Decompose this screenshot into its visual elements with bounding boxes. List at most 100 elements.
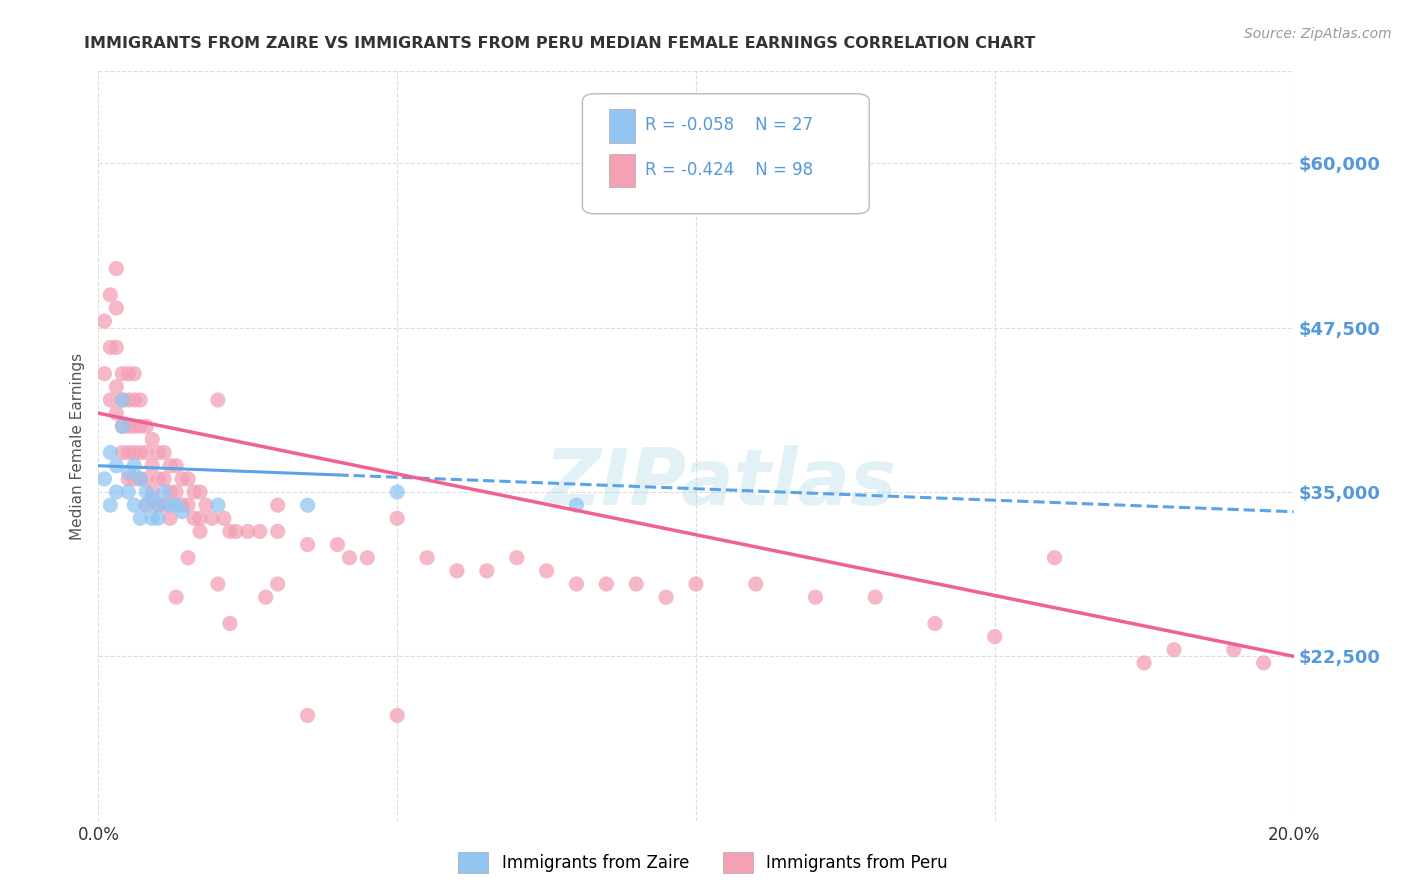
Point [212,511,235,525]
Point [153,445,176,459]
Point [135,485,157,500]
Point [188,524,211,539]
Point [117,419,139,434]
Point [865,590,887,604]
Point [141,485,163,500]
Point [595,577,617,591]
Point [129,472,152,486]
FancyBboxPatch shape [609,109,636,143]
Point [297,498,319,512]
Point [111,445,134,459]
Point [105,458,128,473]
Point [536,564,558,578]
Point [1163,642,1185,657]
Point [124,392,146,407]
Point [135,498,157,512]
Point [117,445,139,459]
Point [207,498,229,512]
Point [475,564,498,578]
Point [153,485,176,500]
Point [105,261,128,276]
Point [98,445,122,459]
Point [225,524,247,539]
Point [297,708,319,723]
Point [267,524,290,539]
Point [416,550,439,565]
Point [135,445,157,459]
Point [105,485,128,500]
Point [117,392,139,407]
Point [1223,642,1246,657]
Point [188,485,211,500]
Point [177,472,200,486]
Point [129,511,152,525]
Point [626,577,648,591]
Point [188,511,211,525]
Point [254,590,277,604]
Point [165,590,187,604]
Point [124,472,146,486]
Point [177,550,200,565]
Point [148,472,170,486]
Text: R = -0.424    N = 98: R = -0.424 N = 98 [644,161,813,179]
Point [117,465,139,479]
Point [1133,656,1156,670]
Point [565,498,588,512]
Point [1253,656,1275,670]
Point [655,590,678,604]
Point [148,445,170,459]
Point [105,406,128,420]
Point [98,392,122,407]
Point [804,590,827,604]
Point [148,511,170,525]
Point [111,419,134,434]
Point [745,577,768,591]
Point [236,524,259,539]
Point [207,577,229,591]
Point [924,616,946,631]
Point [141,491,163,506]
Text: Source: ZipAtlas.com: Source: ZipAtlas.com [1244,27,1392,41]
Point [105,340,128,354]
Point [339,550,361,565]
Point [93,472,115,486]
Point [129,419,152,434]
Point [124,498,146,512]
FancyBboxPatch shape [582,94,869,214]
Point [172,498,194,512]
Point [141,433,163,447]
Point [685,577,707,591]
Point [111,392,134,407]
Point [129,392,152,407]
Point [135,472,157,486]
Point [141,458,163,473]
Point [93,367,115,381]
Text: ZIPatlas: ZIPatlas [544,445,896,522]
Point [111,392,134,407]
Point [1043,550,1066,565]
Y-axis label: Median Female Earnings: Median Female Earnings [69,352,84,540]
Point [124,419,146,434]
Point [201,511,224,525]
Point [565,577,588,591]
Point [124,367,146,381]
Point [111,419,134,434]
Point [165,485,187,500]
Point [249,524,271,539]
Point [148,498,170,512]
Point [153,498,176,512]
Legend: Immigrants from Zaire, Immigrants from Peru: Immigrants from Zaire, Immigrants from P… [451,846,955,880]
Text: R = -0.058    N = 27: R = -0.058 N = 27 [644,116,813,135]
Point [159,458,181,473]
Point [141,511,163,525]
Point [129,472,152,486]
Point [385,511,409,525]
Point [105,301,128,315]
Point [195,498,218,512]
Point [129,445,152,459]
Point [124,458,146,473]
Point [159,498,181,512]
Point [172,472,194,486]
Point [385,485,409,500]
Point [135,419,157,434]
